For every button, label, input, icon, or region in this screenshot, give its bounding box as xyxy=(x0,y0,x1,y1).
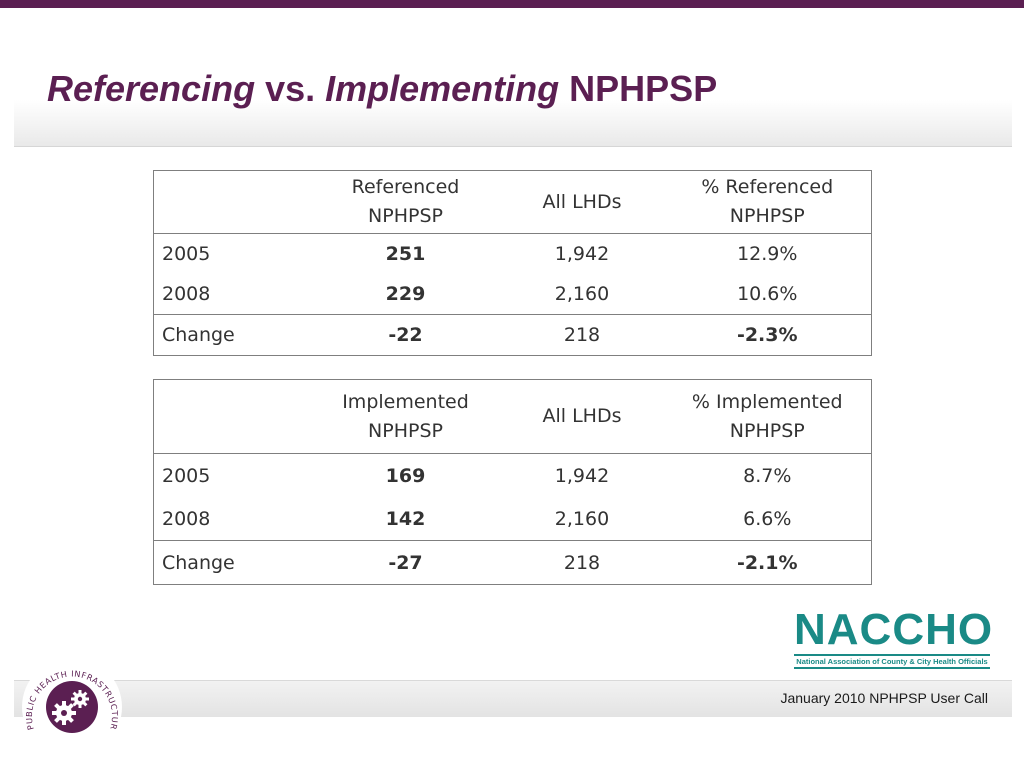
column-header-blank xyxy=(153,170,311,234)
column-header-blank xyxy=(153,379,311,454)
all-lhds-value: 218 xyxy=(500,540,664,585)
footer-text: January 2010 NPHPSP User Call xyxy=(780,690,988,706)
column-header-pct-implemented: % Implemented NPHPSP xyxy=(663,379,872,454)
column-header-implemented: Implemented NPHPSP xyxy=(310,379,501,454)
implemented-count: 142 xyxy=(385,507,426,530)
implemented-count: 169 xyxy=(385,464,426,487)
all-lhds-value: 218 xyxy=(500,314,664,356)
row-label: Change xyxy=(153,314,311,356)
table-header-row: Referenced NPHPSP All LHDs % Referenced … xyxy=(153,170,872,234)
table-row: 2008 229 2,160 10.6% xyxy=(154,274,872,315)
row-label: 2008 xyxy=(162,283,211,305)
pct-value: 8.7% xyxy=(743,464,792,487)
top-accent-bar xyxy=(0,0,1024,8)
row-label: 2005 xyxy=(162,464,211,487)
implemented-table: Implemented NPHPSP All LHDs % Implemente… xyxy=(153,379,872,585)
column-header-referenced: Referenced NPHPSP xyxy=(310,170,501,234)
row-label: Change xyxy=(153,540,311,585)
table-row: 2005 169 1,942 8.7% xyxy=(154,454,872,498)
title-part-referencing: Referencing xyxy=(47,68,256,109)
gear-icon xyxy=(71,690,89,708)
table-row-change: Change -22 218 -2.3% xyxy=(153,314,872,356)
table-row: 2008 142 2,160 6.6% xyxy=(154,497,872,541)
referenced-count: 229 xyxy=(385,283,426,305)
pct-value: -2.1% xyxy=(663,540,872,585)
row-label: 2008 xyxy=(162,507,211,530)
footer-band xyxy=(14,680,1012,717)
all-lhds-value: 1,942 xyxy=(554,243,610,265)
column-header-all-lhds: All LHDs xyxy=(500,170,664,234)
pct-value: 12.9% xyxy=(737,243,798,265)
naccho-logo-wordmark: NACCHO xyxy=(794,605,994,654)
all-lhds-value: 2,160 xyxy=(554,507,610,530)
naccho-logo: NACCHO National Association of County & … xyxy=(794,605,994,669)
public-health-seal-logo: PUBLIC HEALTH INFRASTRUCTURE & SYSTEMS xyxy=(20,655,122,757)
column-header-pct-referenced: % Referenced NPHPSP xyxy=(663,170,872,234)
referenced-table: Referenced NPHPSP All LHDs % Referenced … xyxy=(153,170,872,356)
referenced-count: 251 xyxy=(385,243,426,265)
title-band xyxy=(14,100,1012,147)
pct-value: 6.6% xyxy=(743,507,792,530)
slide-title: Referencing vs. Implementing NPHPSP xyxy=(47,68,717,110)
naccho-logo-subtitle: National Association of County & City He… xyxy=(794,654,990,669)
all-lhds-value: 2,160 xyxy=(554,283,610,305)
table-row-change: Change -27 218 -2.1% xyxy=(153,540,872,585)
title-part-vs: vs. xyxy=(255,68,326,109)
referenced-count: -22 xyxy=(310,314,501,356)
title-part-nphpsp: NPHPSP xyxy=(559,68,718,109)
pct-value: -2.3% xyxy=(663,314,872,356)
table-row: 2005 251 1,942 12.9% xyxy=(154,234,872,275)
row-label: 2005 xyxy=(162,243,211,265)
title-part-implementing: Implementing xyxy=(325,68,560,109)
all-lhds-value: 1,942 xyxy=(554,464,610,487)
column-header-all-lhds: All LHDs xyxy=(500,379,664,454)
pct-value: 10.6% xyxy=(737,283,798,305)
implemented-count: -27 xyxy=(310,540,501,585)
table-header-row: Implemented NPHPSP All LHDs % Implemente… xyxy=(153,379,872,454)
gear-icon xyxy=(52,701,76,725)
